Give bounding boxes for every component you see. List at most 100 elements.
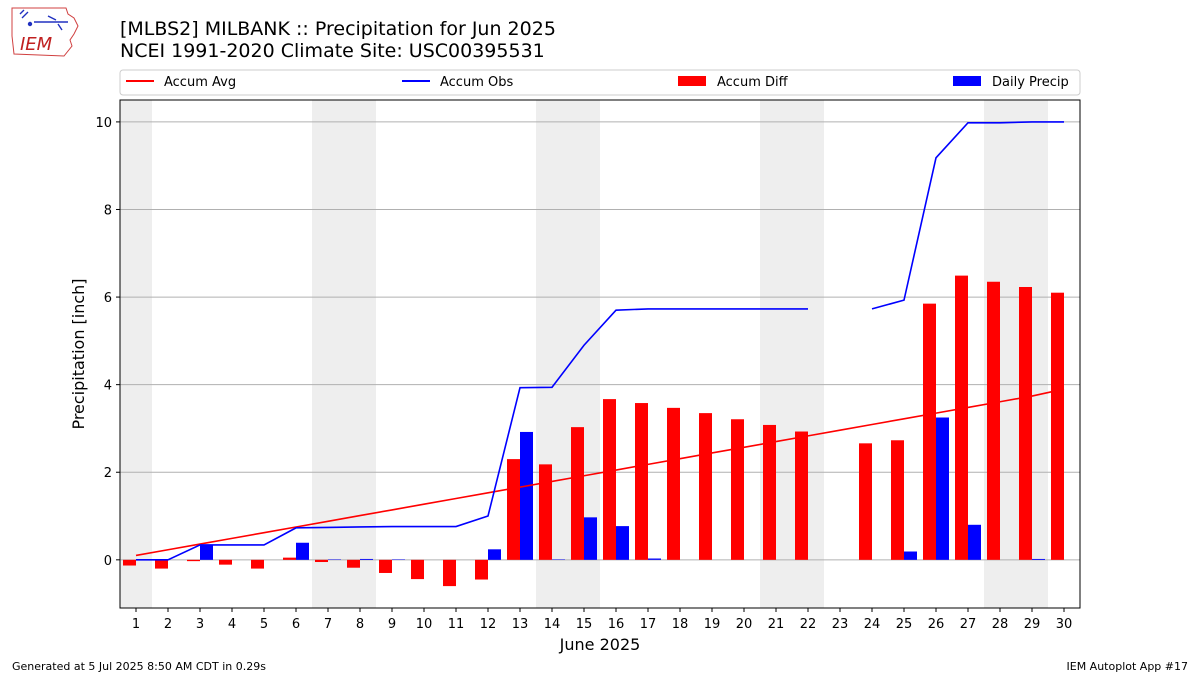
accum-diff-bar-day-1 [123,559,136,566]
daily-precip-bar-day-27 [968,524,981,560]
iowa-state-outline-icon [11,7,79,57]
x-tick-label: 30 [1056,617,1073,632]
daily-precip-bar-day-8 [360,558,373,560]
y-tick-label: 6 [104,291,112,306]
x-tick-label: 18 [672,617,689,632]
x-tick-label: 21 [768,617,785,632]
x-tick-label: 27 [960,617,977,632]
iem-logo: IEM [11,7,79,57]
x-tick-label: 22 [800,617,817,632]
x-tick-label: 4 [228,617,236,632]
daily-precip-bar-day-26 [936,417,949,560]
legend: Accum Avg Accum Obs Accum Diff Daily Pre… [119,69,1081,96]
daily-precip-bar-day-12 [488,549,501,560]
accum-diff-bar-day-14 [539,464,552,560]
daily-precip-bar-day-25 [904,551,917,560]
weekend-shading [120,100,1048,608]
legend-accum-obs: Accum Obs [440,75,513,90]
accum-avg-line-segment-0 [135,388,1065,557]
x-tick-label: 5 [260,617,268,632]
x-tick-label: 6 [292,617,300,632]
legend-accum-diff: Accum Diff [717,75,789,90]
x-tick-label: 2 [164,617,172,632]
accum-diff-bar-day-10 [411,559,424,580]
legend-daily-precip: Daily Precip [992,75,1069,90]
bars [123,275,1064,587]
x-tick-label: 29 [1024,617,1041,632]
x-tick-label: 3 [196,617,204,632]
accum-diff-bar-day-28 [987,281,1000,560]
x-tick-label: 14 [544,617,561,632]
accum-diff-bar-day-12 [475,559,488,580]
weekend-shade-day-8 [344,100,376,608]
y-tick-label: 4 [104,379,112,394]
accum-diff-bar-day-13 [507,459,520,560]
x-tick-label: 12 [480,617,497,632]
legend-accum-diff-swatch [678,76,706,86]
daily-precip-bar-day-6 [296,542,309,560]
app-id: IEM Autoplot App #17 [1066,660,1189,673]
accum-obs-line-segment-1 [871,121,1064,310]
x-axis-label: June 2025 [559,635,641,654]
legend-accum-avg: Accum Avg [164,75,236,90]
daily-precip-bar-day-13 [520,431,533,560]
accum-diff-bar-day-21 [763,424,776,560]
weekend-shade-day-7 [312,100,344,608]
logo-text: IEM [20,34,53,55]
daily-precip-bar-day-16 [616,526,629,560]
x-tick-label: 20 [736,617,753,632]
x-tick-label: 25 [896,617,913,632]
accum-diff-bar-day-20 [731,419,744,560]
daily-precip-bar-day-15 [584,517,597,560]
x-tick-label: 13 [512,617,529,632]
accum-diff-bar-day-19 [699,413,712,560]
accum-diff-bar-day-27 [955,275,968,560]
plot-frame [119,99,1081,609]
accum-diff-bar-day-17 [635,403,648,560]
x-tick-label: 26 [928,617,945,632]
x-tick-label: 24 [864,617,881,632]
x-tick-label: 7 [324,617,332,632]
x-tick-label: 10 [416,617,433,632]
accum-diff-bar-day-8 [347,559,360,568]
y-axis-label: Precipitation [inch] [69,278,88,429]
x-tick-label: 17 [640,617,657,632]
accum-diff-bar-day-3 [187,559,200,562]
daily-precip-bar-day-29 [1032,558,1045,560]
accum-diff-bar-day-5 [251,559,264,569]
x-tick-label: 8 [356,617,364,632]
accum-diff-bar-day-25 [891,440,904,560]
weekend-shade-day-1 [120,100,152,608]
accum-diff-bar-day-24 [859,443,872,560]
legend-daily-precip-swatch [953,76,981,86]
x-tick-label: 9 [388,617,396,632]
x-tick-label: 16 [608,617,625,632]
x-tick-label: 23 [832,617,849,632]
accum-diff-bar-day-18 [667,407,680,560]
lines [135,121,1065,561]
accum-diff-bar-day-7 [315,559,328,563]
legend-frame [119,69,1081,96]
generated-timestamp: Generated at 5 Jul 2025 8:50 AM CDT in 0… [12,660,266,673]
y-tick-label: 2 [104,466,112,481]
accum-diff-bar-day-22 [795,431,808,560]
accum-diff-bar-day-30 [1051,292,1064,560]
y-tick-label: 10 [95,116,112,131]
x-tick-label: 28 [992,617,1009,632]
x-tick-label: 1 [132,617,140,632]
accum-diff-bar-day-15 [571,427,584,560]
accum-diff-bar-day-11 [443,559,456,587]
y-tick-label: 8 [104,203,112,218]
x-tick-label: 19 [704,617,721,632]
accum-diff-bar-day-6 [283,557,296,560]
accum-diff-bar-day-4 [219,559,232,565]
chart-title: [MLBS2] MILBANK :: Precipitation for Jun… [120,18,556,40]
accum-diff-bar-day-16 [603,399,616,560]
chart-subtitle: NCEI 1991-2020 Climate Site: USC00395531 [120,40,545,62]
accum-obs-line-segment-0 [136,308,808,561]
y-tick-label: 0 [104,554,112,569]
x-tick-label: 11 [448,617,465,632]
accum-diff-bar-day-2 [155,559,168,569]
